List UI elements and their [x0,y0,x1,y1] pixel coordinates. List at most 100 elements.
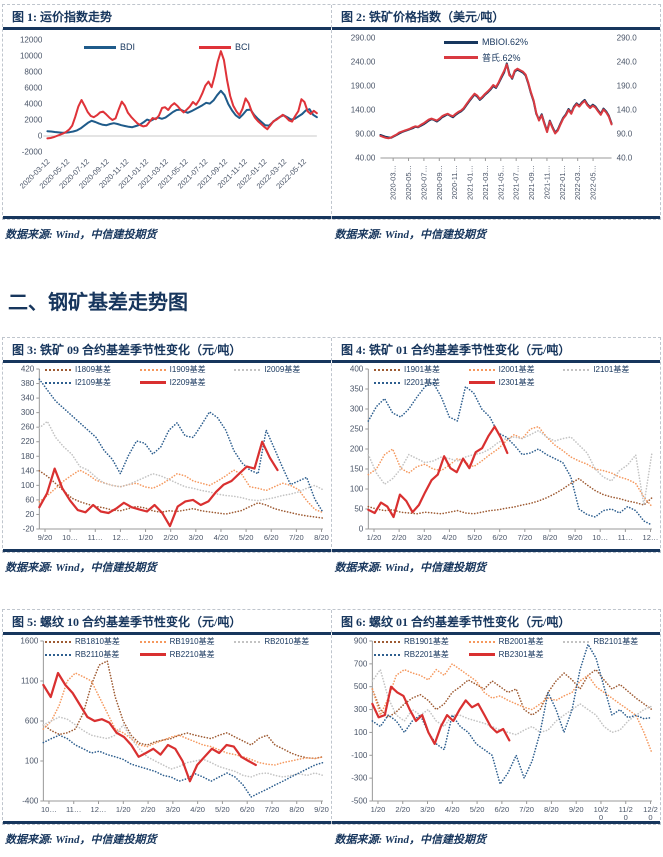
svg-text:12…: 12… [112,533,128,542]
source-row-2: 数据来源: Wind，中信建投期货 数据来源: Wind，中信建投期货 [2,553,661,575]
svg-text:150: 150 [350,465,364,474]
figure-6-title: 图 6: 螺纹 01 合约基差季节性变化（元/吨） [341,615,571,629]
svg-text:1/20: 1/20 [367,533,382,542]
series-line [42,671,257,783]
source-row-1: 数据来源: Wind，中信建投期货 数据来源: Wind，中信建投期货 [2,220,661,242]
svg-text:300: 300 [21,408,35,417]
series-line [42,672,324,766]
svg-text:10…: 10… [62,533,78,542]
svg-text:100: 100 [350,485,364,494]
svg-text:90.0: 90.0 [617,130,633,139]
figure-3-chart: 420 380 340 300 260 220 180 140 100 60 20 -20 9/20 10… [3,363,331,549]
series-line [367,429,653,506]
svg-text:2020-03…: 2020-03… [389,165,398,200]
figure-3-title: 图 3: 铁矿 09 合约基差季节性变化（元/吨） [12,343,242,357]
figure-6-chart: 900 700 500 300 100 -100 -300 -500 1/20 2/20 3/20 4… [332,635,660,821]
panel-bottom-rule [3,216,331,219]
figure-1-chart: 12000 10000 8000 6000 4000 2000 0 -2000 2020-03-… [3,30,331,216]
svg-text:-2000: -2000 [22,148,43,157]
figure-2-plot: 290.00 240.00 190.00 140.00 90.00 40.00 290.0 2… [351,34,638,200]
title-rule [332,632,660,635]
svg-text:4000: 4000 [24,100,42,109]
svg-text:350: 350 [350,385,364,394]
svg-text:50: 50 [354,505,364,514]
svg-text:2020-07…: 2020-07… [419,165,428,200]
figure-5-chart: 1600 1100 600 100 -400 10… 11… 12… 1/20 2/20 3/20 4… [3,635,331,821]
svg-text:290.00: 290.00 [351,34,376,43]
svg-text:6/20: 6/20 [495,805,510,814]
svg-text:2020-05…: 2020-05… [404,165,413,200]
svg-text:5/20: 5/20 [470,805,485,814]
svg-text:1100: 1100 [21,677,39,686]
panel-bottom-rule [3,549,331,552]
svg-text:90.00: 90.00 [355,130,376,139]
svg-text:3/20: 3/20 [417,533,432,542]
svg-text:500: 500 [354,682,368,691]
title-rule [332,360,660,363]
panel-bottom-rule [332,821,660,824]
figure-row-2: 图 3: 铁矿 09 合约基差季节性变化（元/吨） 420 380 340 300 26… [2,337,661,553]
series-line [371,685,511,746]
svg-text:2021-09…: 2021-09… [527,165,536,200]
series-line [38,378,324,514]
figure-1-source: 数据来源: Wind，中信建投期货 [5,229,157,241]
panel-bottom-rule [332,549,660,552]
figure-4-source: 数据来源: Wind，中信建投期货 [334,562,486,574]
svg-text:2022-03…: 2022-03… [573,165,582,200]
svg-text:7/20: 7/20 [519,805,534,814]
svg-text:290.0: 290.0 [617,34,638,43]
series-line [42,734,324,798]
title-rule [3,360,331,363]
svg-text:4/20: 4/20 [442,533,457,542]
svg-text:0: 0 [38,132,43,141]
svg-text:6000: 6000 [24,84,42,93]
svg-text:9/20: 9/20 [314,805,329,814]
svg-text:600: 600 [25,717,39,726]
svg-text:10…: 10… [592,533,608,542]
svg-text:2021-11…: 2021-11… [542,165,551,199]
series-line [367,425,509,519]
svg-text:250: 250 [350,425,364,434]
svg-text:7/20: 7/20 [517,533,532,542]
svg-text:-500: -500 [351,797,368,806]
svg-text:200: 200 [350,445,364,454]
svg-text:-300: -300 [351,774,368,783]
svg-text:11…: 11… [618,533,633,542]
svg-text:12000: 12000 [20,36,43,45]
svg-text:260: 260 [21,423,35,432]
svg-text:2000: 2000 [24,116,42,125]
svg-text:12…: 12… [91,805,107,814]
svg-text:900: 900 [354,637,368,646]
series-line [371,643,653,785]
svg-text:40.0: 40.0 [617,154,633,163]
figure-row-1: 图 1: 运价指数走势 12000 10000 8000 6000 4000 2000 0 -… [2,4,661,220]
figure-5-title: 图 5: 螺纹 10 合约基差季节性变化（元/吨） [12,615,242,629]
svg-text:380: 380 [21,379,35,388]
svg-text:3/20: 3/20 [188,533,203,542]
figure-3-source: 数据来源: Wind，中信建投期货 [5,562,157,574]
svg-text:2/20: 2/20 [395,805,410,814]
svg-text:9/20: 9/20 [38,533,53,542]
svg-text:9/20: 9/20 [568,533,583,542]
svg-text:-20: -20 [23,525,35,534]
figure-5-source: 数据来源: Wind，中信建投期货 [5,834,157,846]
svg-text:6/20: 6/20 [492,533,507,542]
title-rule [3,632,331,635]
series-line [38,470,324,519]
svg-text:3/20: 3/20 [420,805,435,814]
svg-text:240.0: 240.0 [617,58,638,67]
figure-6-panel: 图 6: 螺纹 01 合约基差季节性变化（元/吨） 900 700 500 300 10… [331,610,660,824]
figure-4-title: 图 4: 铁矿 01 合约基差季节性变化（元/吨） [341,343,571,357]
svg-text:4/20: 4/20 [445,805,460,814]
svg-text:10…: 10… [41,805,57,814]
svg-text:10/20: 10/2 0 [594,805,609,821]
svg-text:340: 340 [21,394,35,403]
svg-text:240.00: 240.00 [351,58,376,67]
series-line [367,425,653,508]
source-row-3: 数据来源: Wind，中信建投期货 数据来源: Wind，中信建投期货 [2,825,661,847]
svg-text:2020-11…: 2020-11… [450,165,459,199]
svg-text:6/20: 6/20 [240,805,255,814]
svg-text:4/20: 4/20 [214,533,229,542]
